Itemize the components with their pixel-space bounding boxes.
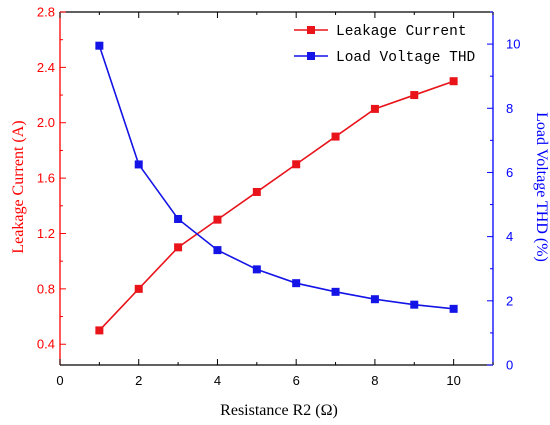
series-point-1 xyxy=(292,279,301,288)
legend-marker-1 xyxy=(307,52,315,60)
y-left-tick-label: 2.0 xyxy=(37,115,55,130)
series-point-0 xyxy=(370,104,379,113)
x-tick-label: 8 xyxy=(371,373,378,388)
series-point-1 xyxy=(174,214,183,223)
y-right-tick-label: 10 xyxy=(506,37,520,52)
y-right-tick-label: 0 xyxy=(506,358,513,373)
y-right-tick-label: 6 xyxy=(506,165,513,180)
series-point-1 xyxy=(331,287,340,296)
series-line-0 xyxy=(98,80,454,331)
legend-marker-0 xyxy=(307,26,315,34)
series-point-0 xyxy=(134,284,143,293)
x-tick-label: 10 xyxy=(446,373,460,388)
y-left-tick-label: 2.4 xyxy=(37,60,55,75)
y-left-tick-label: 1.2 xyxy=(37,226,55,241)
y-right-tick-label: 8 xyxy=(506,101,513,116)
series-point-0 xyxy=(174,243,183,252)
series-point-1 xyxy=(449,304,458,313)
series-point-0 xyxy=(213,215,222,224)
y-axis-left-title: Leakage Current (A) xyxy=(10,120,27,253)
legend: Leakage Current Load Voltage THD xyxy=(294,24,475,66)
series-point-1 xyxy=(134,160,143,169)
series-point-1 xyxy=(252,265,261,274)
series-point-0 xyxy=(331,132,340,141)
legend-label-0: Leakage Current xyxy=(336,24,467,40)
series-point-0 xyxy=(410,91,419,100)
y-right-tick-label: 2 xyxy=(506,293,513,308)
series-point-1 xyxy=(95,41,104,50)
y-left-tick-label: 0.4 xyxy=(37,337,55,352)
axes: 0 2 4 6 8 10 0.4 0.8 1.2 1.6 2.0 2.4 2.8 0 2 4 6 8 10 xyxy=(37,5,521,389)
y-left-tick-label: 2.8 xyxy=(37,5,55,20)
y-left-tick-label: 1.6 xyxy=(37,171,55,186)
x-axis-title: Resistance R2 (Ω) xyxy=(220,402,338,419)
series-point-0 xyxy=(252,187,261,196)
y-axis-right-title: Load Voltage THD (%) xyxy=(533,112,550,262)
series-point-0 xyxy=(292,160,301,169)
x-tick-label: 6 xyxy=(293,373,300,388)
series-point-0 xyxy=(449,77,458,86)
y-right-tick-label: 4 xyxy=(506,229,513,244)
series-layer xyxy=(95,41,458,335)
x-tick-label: 4 xyxy=(214,373,221,388)
series-point-1 xyxy=(410,300,419,309)
series-point-0 xyxy=(95,326,104,335)
x-tick-label: 0 xyxy=(56,373,63,388)
series-point-1 xyxy=(370,295,379,304)
y-left-tick-label: 0.8 xyxy=(37,281,55,296)
series-line-1 xyxy=(98,45,454,310)
series-point-1 xyxy=(213,246,222,255)
legend-label-1: Load Voltage THD xyxy=(336,50,475,66)
x-tick-label: 2 xyxy=(135,373,142,388)
